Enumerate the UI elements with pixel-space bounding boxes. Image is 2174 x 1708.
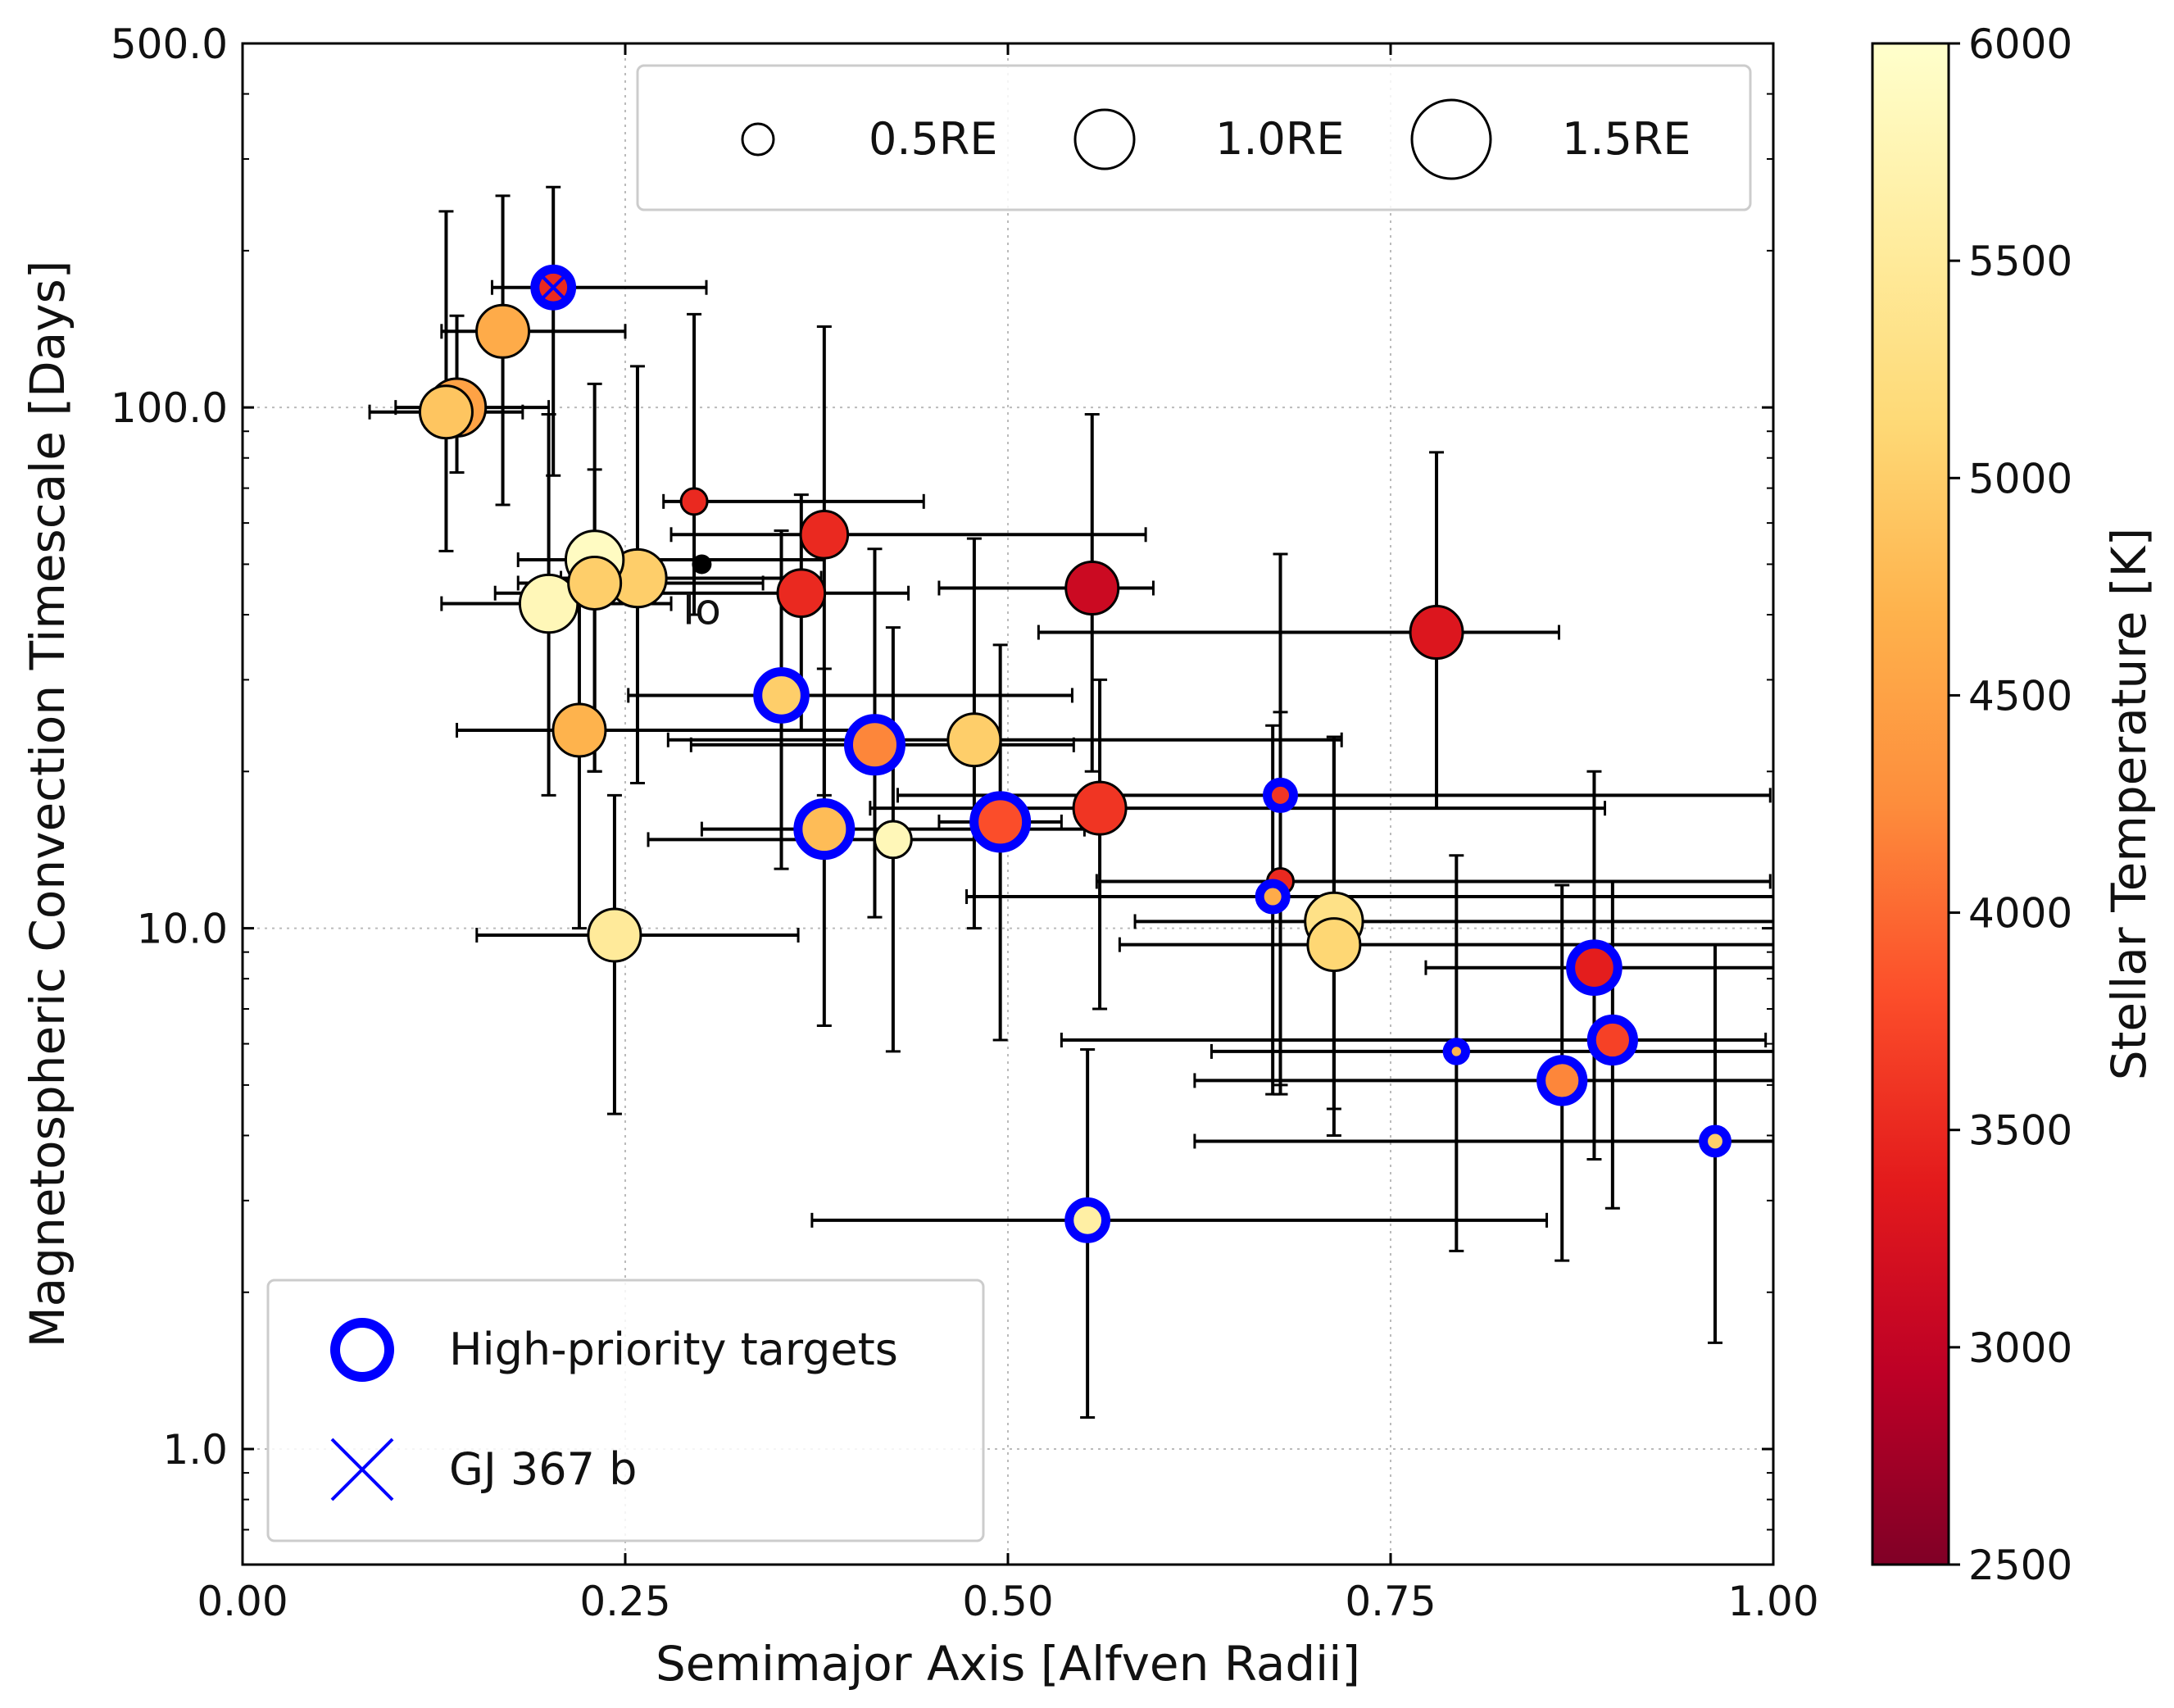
legend-gj367-label: GJ 367 b xyxy=(449,1443,637,1495)
colorbar-ticks: 2500 3000 3500 4000 4500 5000 5500 6000 xyxy=(1949,20,2072,1589)
x-tick-label-2: 0.50 xyxy=(962,1578,1053,1625)
data-point-18 xyxy=(874,820,913,860)
marker-legend: High-priority targets GJ 367 b xyxy=(266,1279,985,1542)
colorbar-tick-label-7: 6000 xyxy=(1968,20,2072,68)
colorbar-tick-label-4: 4500 xyxy=(1968,672,2072,720)
data-point-19 xyxy=(969,791,1032,853)
x-tick-label-1: 0.25 xyxy=(579,1578,670,1625)
io-label: Io xyxy=(683,585,721,634)
legend-priority-label: High-priority targets xyxy=(449,1324,898,1375)
gj367-x-mark-b xyxy=(541,275,566,300)
size-legend: 0.5RE 1.0RE 1.5RE xyxy=(636,64,1752,211)
colorbar-tick-label-0: 2500 xyxy=(1968,1542,2072,1589)
data-point-5 xyxy=(799,509,850,560)
data-point-7 xyxy=(1064,561,1120,616)
size-legend-marker-2 xyxy=(1410,98,1492,180)
data-markers xyxy=(418,264,1731,1243)
colorbar-tick-label-1: 3000 xyxy=(1968,1324,2072,1372)
data-point-32 xyxy=(1064,1197,1111,1243)
data-point-3 xyxy=(418,384,474,440)
x-tick-label-3: 0.75 xyxy=(1345,1578,1436,1625)
data-point-21 xyxy=(587,907,642,963)
y-tick-label-3: 500.0 xyxy=(111,20,228,68)
data-point-30 xyxy=(1442,1038,1471,1065)
legend-gj367-x-icon xyxy=(330,1438,394,1501)
colorbar-tick-label-3: 4000 xyxy=(1968,890,2072,938)
colorbar-tick-label-2: 3500 xyxy=(1968,1107,2072,1155)
data-point-26 xyxy=(1306,917,1362,973)
y-tick-label-0: 1.0 xyxy=(162,1426,228,1474)
size-legend-label-1: 1.0RE xyxy=(1215,113,1345,165)
data-point-17 xyxy=(793,798,856,861)
data-point-29 xyxy=(1536,1055,1588,1106)
y-axis-title: Magnetospheric Convection Timescale [Day… xyxy=(20,261,75,1348)
data-point-31 xyxy=(1699,1124,1731,1158)
colorbar: 2500 3000 3500 4000 4500 5000 5500 6000 Stellar… xyxy=(1871,20,2157,1589)
data-point-28 xyxy=(1586,1014,1638,1066)
axis-ticks: 0.00 0.25 0.50 0.75 1.00 1.0 10.0 100.0 500.0 xyxy=(111,20,1819,1625)
size-legend-label-0: 0.5RE xyxy=(869,113,998,165)
colorbar-tick-label-6: 5500 xyxy=(1968,238,2072,285)
data-point-20 xyxy=(1072,780,1128,836)
colorbar-gradient xyxy=(1871,42,1950,1566)
io-marker xyxy=(692,554,712,575)
size-legend-marker-1 xyxy=(1073,108,1136,170)
size-legend-marker-0 xyxy=(741,122,775,157)
data-point-1 xyxy=(475,303,531,359)
legend-priority-ring-icon xyxy=(330,1318,394,1382)
data-point-14 xyxy=(843,714,905,776)
errorbars xyxy=(368,185,1773,1419)
colorbar-tick-label-5: 5000 xyxy=(1968,455,2072,502)
data-point-22 xyxy=(1263,777,1299,813)
data-point-24 xyxy=(1255,879,1291,915)
data-point-10 xyxy=(567,555,623,611)
io-annotation: Io xyxy=(683,554,721,634)
x-tick-label-0: 0.00 xyxy=(197,1578,288,1625)
x-tick-label-4: 1.00 xyxy=(1727,1578,1818,1625)
data-point-6 xyxy=(776,568,827,619)
size-legend-label-2: 1.5RE xyxy=(1562,113,1691,165)
y-tick-label-2: 100.0 xyxy=(111,384,228,432)
data-point-15 xyxy=(946,712,1002,768)
y-tick-label-1: 10.0 xyxy=(137,906,228,953)
data-point-13 xyxy=(753,667,810,724)
data-point-8 xyxy=(1409,605,1464,661)
data-point-4 xyxy=(679,487,709,516)
x-axis-title: Semimajor Axis [Alfven Radii] xyxy=(656,1636,1360,1692)
marker-legend-box xyxy=(266,1279,985,1542)
colorbar-title: Stellar Temperature [K] xyxy=(2101,528,2157,1080)
data-point-16 xyxy=(551,702,607,758)
data-point-27 xyxy=(1566,939,1623,997)
